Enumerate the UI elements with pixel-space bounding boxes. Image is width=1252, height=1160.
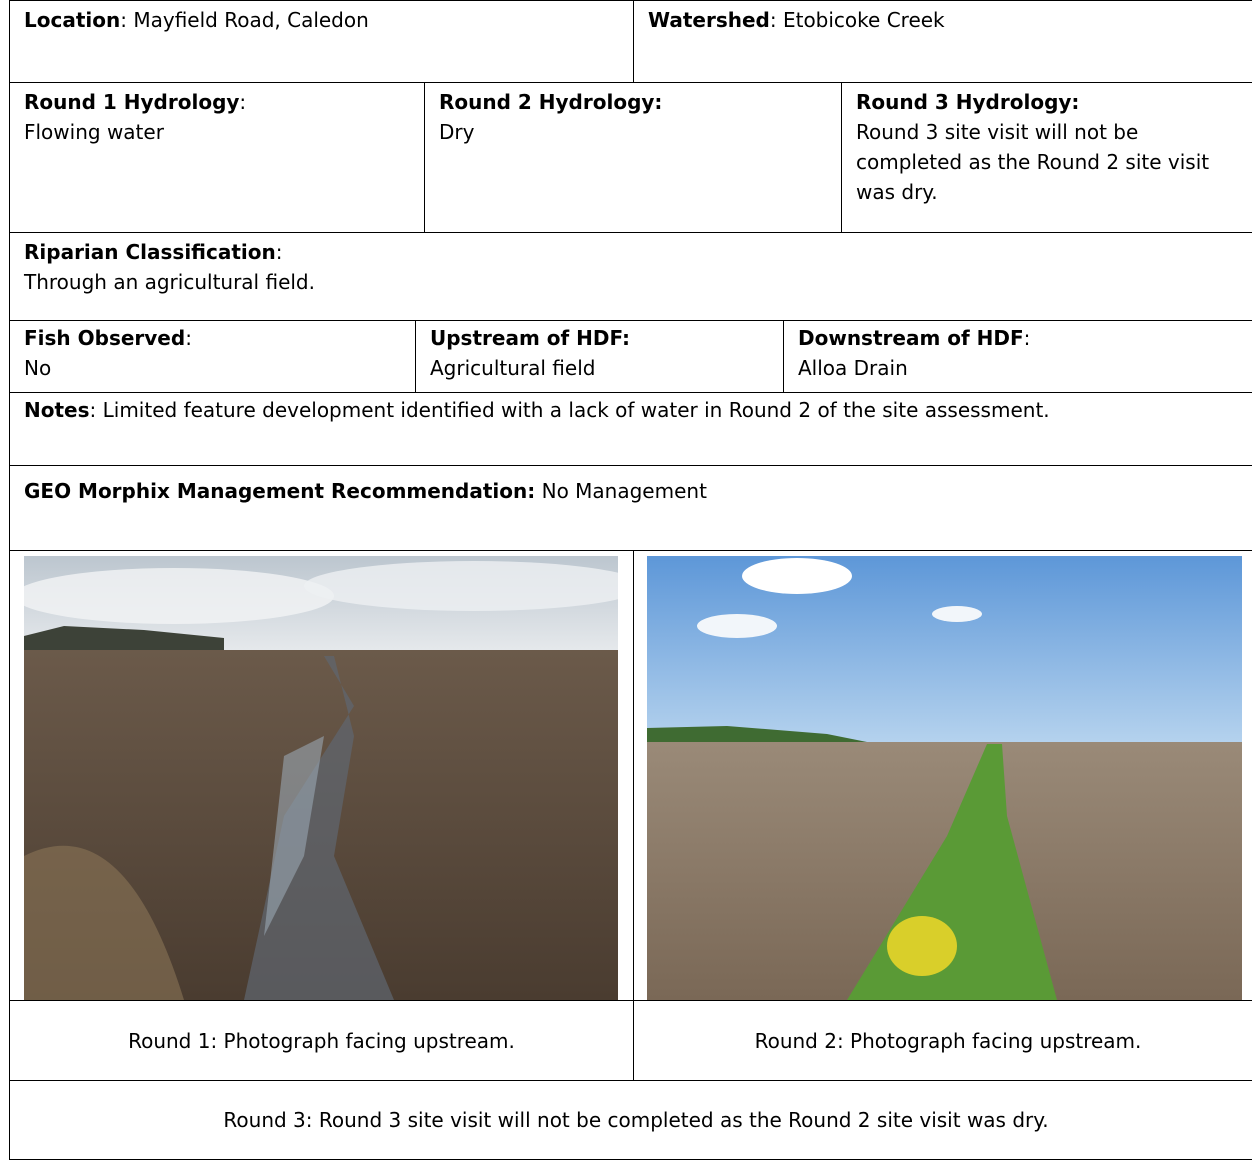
label: Location xyxy=(24,8,120,32)
caption: Round 2: Photograph facing upstream. xyxy=(755,1026,1142,1056)
sep: : xyxy=(1024,326,1031,350)
caption-cell: Round 3: Round 3 site visit will not be … xyxy=(9,1080,1252,1160)
sep: : xyxy=(185,326,192,350)
location-cell: Location: Mayfield Road, Caledon xyxy=(9,0,634,83)
sep: : xyxy=(276,240,283,264)
notes-cell: Notes: Limited feature development ident… xyxy=(9,392,1252,466)
caption-cell: Round 2: Photograph facing upstream. xyxy=(633,1000,1252,1081)
value: Mayfield Road, Caledon xyxy=(133,8,368,32)
sep: : xyxy=(239,90,246,114)
label: GEO Morphix Management Recommendation: xyxy=(24,479,535,503)
photo-round-1 xyxy=(24,556,618,1000)
page: Location: Mayfield Road, Caledon Watersh… xyxy=(0,0,1252,1155)
label: Fish Observed xyxy=(24,326,185,350)
value: Limited feature development identified w… xyxy=(103,398,1050,422)
value: Round 3 site visit will not be completed… xyxy=(856,120,1209,204)
value: No xyxy=(24,356,51,380)
label: Downstream of HDF xyxy=(798,326,1024,350)
hydrology-cell: Round 3 Hydrology: Round 3 site visit wil… xyxy=(841,82,1252,233)
value: Etobicoke Creek xyxy=(783,8,945,32)
value: Through an agricultural field. xyxy=(24,270,315,294)
recommendation-cell: GEO Morphix Management Recommendation: N… xyxy=(9,465,1252,551)
label: Round 2 Hydrology: xyxy=(439,90,662,114)
caption-cell: Round 1: Photograph facing upstream. xyxy=(9,1000,634,1081)
fish-cell: Fish Observed: No xyxy=(9,320,416,393)
value: Alloa Drain xyxy=(798,356,908,380)
label: Riparian Classification xyxy=(24,240,276,264)
label: Upstream of HDF: xyxy=(430,326,630,350)
hydrology-cell: Round 2 Hydrology: Dry xyxy=(424,82,842,233)
photo-round-2 xyxy=(647,556,1242,1000)
watershed-cell: Watershed: Etobicoke Creek xyxy=(633,0,1252,83)
sep: : xyxy=(120,8,127,32)
label: Round 3 Hydrology: xyxy=(856,90,1079,114)
upstream-cell: Upstream of HDF: Agricultural field xyxy=(415,320,784,393)
label: Watershed xyxy=(648,8,770,32)
caption: Round 1: Photograph facing upstream. xyxy=(128,1026,515,1056)
value: Agricultural field xyxy=(430,356,595,380)
value: Flowing water xyxy=(24,120,164,144)
sep: : xyxy=(770,8,777,32)
caption: Round 3: Round 3 site visit will not be … xyxy=(223,1105,1048,1135)
label: Notes xyxy=(24,398,90,422)
downstream-cell: Downstream of HDF: Alloa Drain xyxy=(783,320,1252,393)
value: Dry xyxy=(439,120,474,144)
label: Round 1 Hydrology xyxy=(24,90,239,114)
value: No Management xyxy=(542,479,707,503)
sep: : xyxy=(90,398,97,422)
riparian-cell: Riparian Classification: Through an agric… xyxy=(9,232,1252,321)
hydrology-cell: Round 1 Hydrology: Flowing water xyxy=(9,82,425,233)
